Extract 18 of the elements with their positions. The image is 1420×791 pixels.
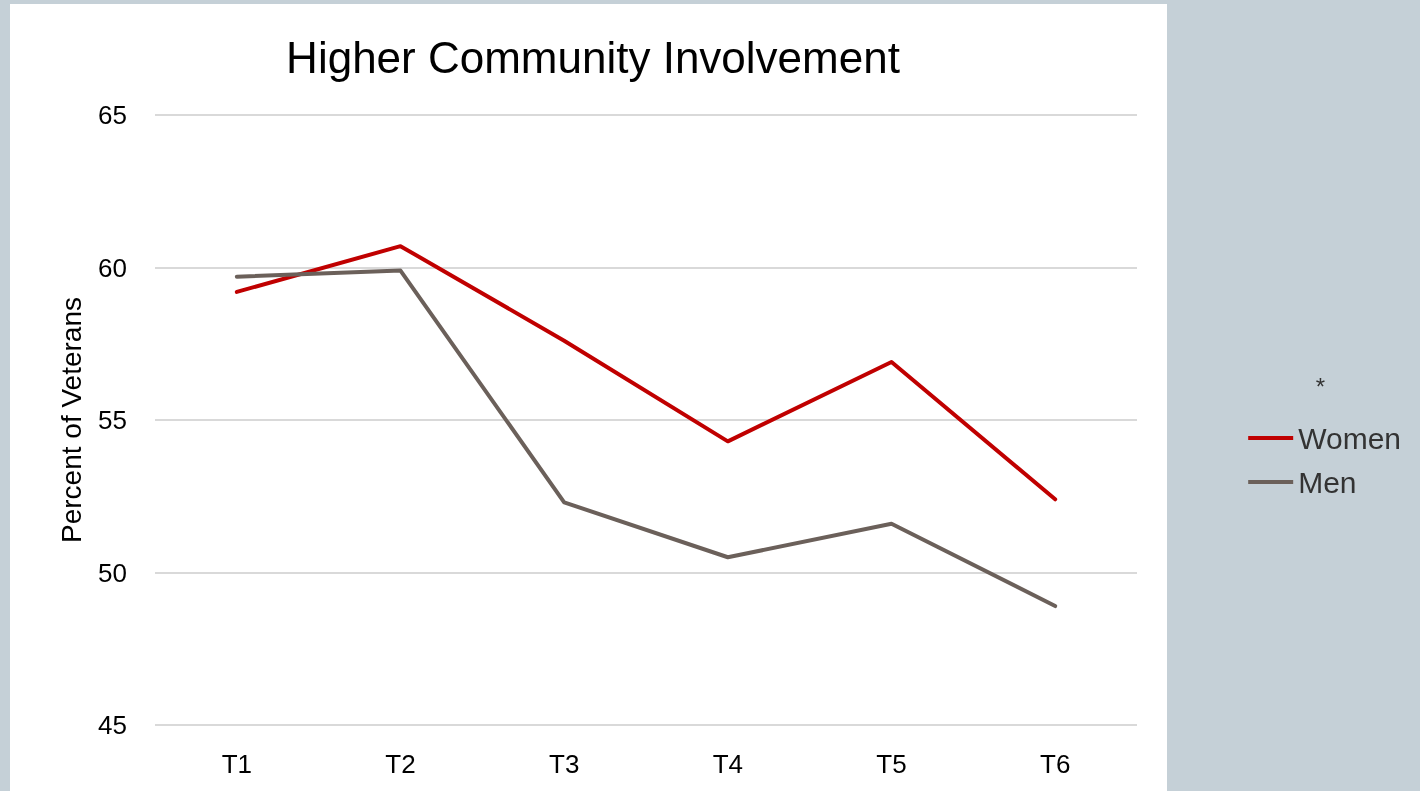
legend-label: Women xyxy=(1298,421,1402,455)
legend-label: Men xyxy=(1298,465,1357,499)
y-tick-label: 50 xyxy=(98,557,127,588)
y-tick-label: 55 xyxy=(98,405,127,435)
line-series xyxy=(234,244,1058,502)
y-axis-title: Percent of Veterans xyxy=(55,297,87,543)
text: * xyxy=(1315,372,1325,400)
x-tick-label: T2 xyxy=(385,749,416,779)
x-tick-label: T6 xyxy=(1039,749,1071,779)
y-tick-label: 45 xyxy=(98,710,127,740)
x-tick-label: T4 xyxy=(712,749,744,779)
x-tick-label: T3 xyxy=(548,749,580,779)
chart-title: Higher Community Involvement xyxy=(286,32,900,82)
x-tick-label: T5 xyxy=(876,749,907,779)
x-tick-label: T1 xyxy=(221,749,253,779)
y-tick-label: 65 xyxy=(98,100,127,130)
y-tick-label: 60 xyxy=(98,252,127,283)
line-series xyxy=(234,268,1058,609)
